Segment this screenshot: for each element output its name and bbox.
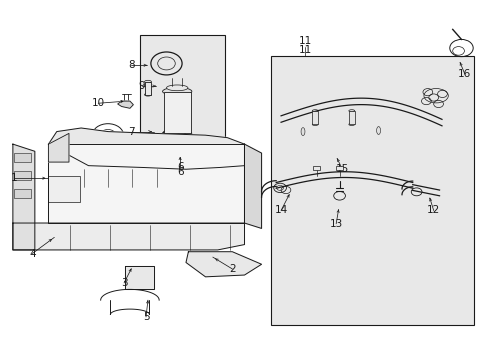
Bar	[335, 166, 342, 170]
Polygon shape	[48, 144, 244, 223]
Polygon shape	[48, 134, 69, 162]
Bar	[14, 153, 31, 162]
Text: 13: 13	[329, 219, 342, 229]
Polygon shape	[244, 144, 261, 228]
Text: 16: 16	[457, 69, 470, 79]
Bar	[14, 171, 31, 180]
Polygon shape	[125, 266, 154, 289]
Bar	[163, 92, 190, 134]
Ellipse shape	[166, 85, 187, 91]
Polygon shape	[185, 252, 261, 277]
Bar	[312, 111, 318, 125]
Text: 5: 5	[142, 312, 149, 322]
Bar	[313, 166, 320, 170]
Bar	[48, 176, 80, 202]
Text: 12: 12	[426, 206, 439, 216]
Ellipse shape	[348, 123, 354, 126]
Text: 3: 3	[121, 278, 127, 288]
Text: 14: 14	[274, 206, 287, 216]
Bar	[14, 189, 31, 198]
Polygon shape	[13, 144, 35, 250]
Text: 7: 7	[128, 127, 134, 136]
Ellipse shape	[348, 110, 354, 112]
Text: 6: 6	[177, 167, 183, 177]
Ellipse shape	[301, 128, 305, 135]
Ellipse shape	[144, 93, 151, 96]
Text: 4: 4	[29, 248, 36, 258]
Bar	[140, 35, 224, 158]
Ellipse shape	[376, 127, 380, 134]
Polygon shape	[13, 223, 244, 250]
Text: 15: 15	[335, 163, 348, 174]
Ellipse shape	[162, 87, 191, 95]
Polygon shape	[118, 101, 133, 108]
Ellipse shape	[144, 80, 151, 83]
Text: 6: 6	[177, 162, 183, 172]
Polygon shape	[48, 128, 244, 169]
Text: 11: 11	[298, 36, 311, 45]
Text: 1: 1	[11, 173, 18, 183]
Text: 8: 8	[128, 60, 134, 70]
Bar	[348, 111, 354, 125]
Text: 2: 2	[228, 264, 235, 274]
Ellipse shape	[312, 110, 318, 112]
Bar	[271, 56, 473, 325]
Text: 11: 11	[298, 45, 311, 55]
Text: 9: 9	[139, 81, 145, 91]
Bar	[144, 82, 151, 95]
Text: 10: 10	[91, 98, 104, 108]
Ellipse shape	[162, 130, 191, 136]
Ellipse shape	[312, 123, 318, 126]
